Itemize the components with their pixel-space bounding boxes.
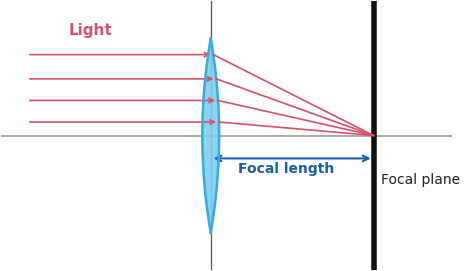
Text: Light: Light	[69, 23, 113, 38]
Text: Focal length: Focal length	[238, 162, 335, 176]
Polygon shape	[202, 38, 219, 233]
Text: Focal plane: Focal plane	[381, 173, 460, 187]
